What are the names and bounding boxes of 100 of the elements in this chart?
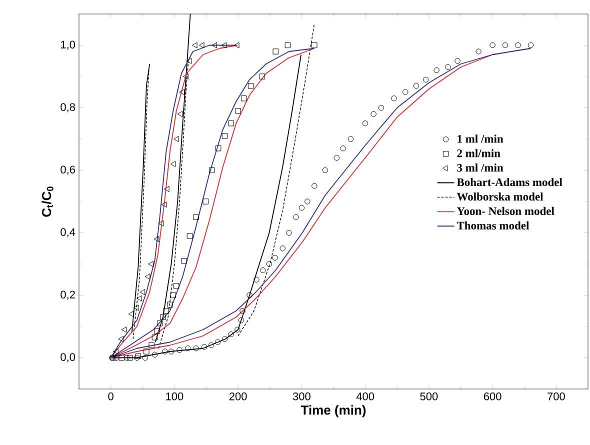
point	[422, 76, 429, 82]
point	[212, 42, 218, 48]
point	[179, 89, 185, 96]
point	[202, 198, 208, 204]
point	[148, 342, 154, 348]
point	[114, 354, 120, 361]
y-tick-label: 0,2	[60, 290, 75, 300]
point	[148, 260, 154, 268]
point	[370, 111, 376, 117]
point	[186, 58, 192, 64]
point	[192, 42, 198, 48]
point	[238, 317, 244, 324]
y-tick-label: 0,4	[60, 228, 76, 238]
point	[168, 348, 174, 354]
point	[198, 42, 204, 48]
point	[528, 42, 534, 48]
x-tick-label: 300	[292, 392, 310, 400]
line-series	[238, 23, 315, 336]
legend-label: 1 ml /min	[458, 134, 504, 143]
point	[173, 283, 180, 289]
y-tick-label: 1,0	[61, 40, 76, 50]
point	[124, 354, 130, 361]
point	[176, 347, 182, 353]
point	[121, 326, 127, 333]
point	[209, 167, 215, 174]
point	[118, 336, 124, 342]
legend-label: Thomas model	[456, 221, 530, 230]
point	[160, 314, 166, 320]
y-tick-label: 0,8	[60, 103, 76, 112]
point	[193, 214, 199, 220]
point	[136, 295, 142, 302]
point	[266, 261, 272, 267]
point	[502, 42, 508, 48]
point	[254, 276, 260, 282]
point	[228, 331, 234, 338]
point	[476, 48, 482, 54]
point	[118, 354, 124, 361]
point	[144, 273, 150, 280]
point	[140, 289, 146, 296]
y-axis-title: C$_{t}$/C$_{0}$	[42, 186, 54, 217]
point	[154, 328, 160, 334]
x-tick-label: 500	[420, 392, 438, 400]
point	[170, 160, 176, 168]
point	[214, 339, 221, 345]
point	[362, 120, 368, 126]
point	[162, 348, 168, 354]
point	[348, 136, 354, 142]
point	[201, 344, 208, 350]
point	[181, 258, 187, 264]
point	[235, 108, 241, 114]
point	[490, 42, 496, 48]
point	[152, 352, 158, 358]
point	[215, 146, 222, 152]
point	[515, 42, 521, 48]
legend-label: 2 ml/min	[457, 149, 500, 158]
point	[312, 183, 318, 189]
point	[454, 58, 460, 64]
point	[434, 67, 440, 74]
point	[272, 48, 278, 54]
point	[144, 348, 150, 354]
legend-label: 3 ml /min	[457, 164, 504, 172]
point	[208, 342, 214, 348]
point	[177, 110, 183, 118]
point	[222, 133, 228, 139]
point	[284, 42, 291, 48]
point	[156, 320, 163, 326]
point	[260, 267, 266, 274]
point	[312, 42, 318, 48]
y-tick-label: 0,6	[60, 166, 76, 175]
x-tick-label: 400	[356, 392, 374, 400]
point	[378, 104, 384, 111]
point	[304, 198, 310, 204]
x-tick-label: 700	[548, 392, 565, 400]
point	[298, 204, 305, 211]
x-tick-label: 0	[108, 392, 114, 400]
point	[154, 236, 160, 242]
point	[127, 354, 133, 361]
point	[286, 230, 292, 236]
point	[234, 42, 240, 48]
point	[133, 304, 139, 311]
point	[234, 326, 240, 332]
point	[163, 308, 170, 314]
point	[186, 233, 193, 239]
point	[174, 136, 179, 142]
legend-label: Yoon- Nelson model	[456, 206, 554, 216]
point	[152, 334, 158, 340]
point	[167, 302, 173, 308]
point	[272, 254, 278, 261]
point	[240, 96, 247, 102]
point	[246, 292, 252, 298]
x-tick-label: 600	[484, 392, 502, 400]
point	[184, 346, 191, 352]
point	[340, 146, 346, 152]
point	[445, 64, 451, 70]
point	[240, 308, 246, 314]
x-axis-title: Time (min)	[300, 405, 366, 418]
point	[158, 220, 164, 226]
point	[164, 186, 170, 192]
point	[259, 74, 266, 80]
point	[391, 96, 397, 102]
